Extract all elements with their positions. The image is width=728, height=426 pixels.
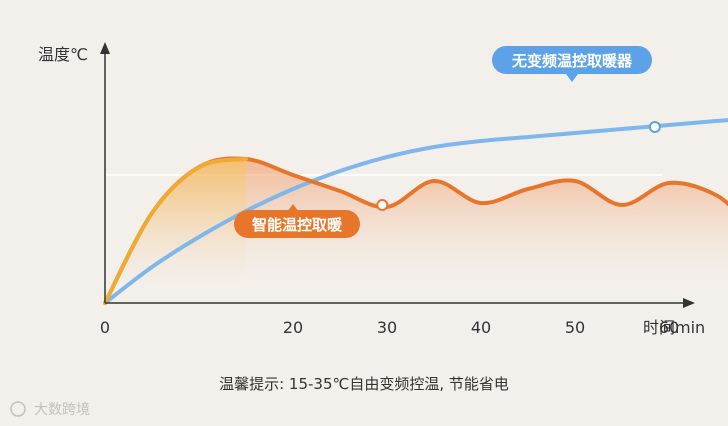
footer-note: 温馨提示: 15-35℃自由变频控温, 节能省电: [219, 375, 509, 393]
smart-label-pill: [234, 210, 360, 238]
x-tick-label: 20: [283, 318, 303, 337]
inverter-label: 无变频温控取暖器: [492, 46, 652, 82]
inverter-label-pointer: [566, 74, 578, 82]
smart-heating-rise-area: [105, 159, 246, 303]
x-tick-labels: 0 20 30 40 50 60: [100, 318, 679, 337]
smart-label: 智能温控取暖: [234, 204, 360, 238]
x-axis-arrow: [683, 298, 695, 308]
x-tick-label: 30: [377, 318, 397, 337]
inverter-label-text: 无变频温控取暖器: [511, 52, 633, 70]
x-tick-label: 40: [471, 318, 491, 337]
series-line-smart-rise: [103, 157, 248, 305]
y-axis-label: 温度℃: [38, 45, 88, 64]
smart-marker: [376, 199, 389, 211]
x-tick-label: 50: [565, 318, 585, 337]
watermark-logo-icon: [10, 401, 26, 417]
y-axis-arrow: [100, 42, 110, 54]
watermark-text: 大数跨境: [34, 402, 90, 418]
smart-label-text: 智能温控取暖: [252, 216, 343, 234]
x-tick-label: 60: [659, 318, 679, 337]
inverter-label-pill: [492, 46, 652, 74]
x-tick-label: 0: [100, 318, 110, 337]
inverter-marker: [648, 121, 661, 133]
x-axis-label: 时间min: [643, 318, 705, 337]
smart-heating-area: [105, 158, 728, 303]
watermark: 大数跨境: [10, 401, 90, 418]
